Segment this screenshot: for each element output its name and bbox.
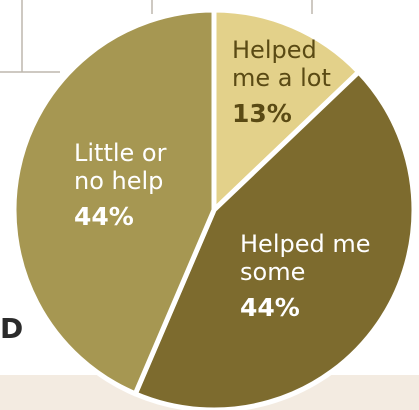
pie-slice [211,7,362,213]
slice-label: Little or [74,139,167,167]
edge-letter: D [0,312,23,345]
slice-label: Helped [232,36,317,64]
slice-value-label: 44% [74,202,134,231]
pie-chart [11,7,417,410]
slice-label: no help [74,167,163,195]
slice-value-label: 44% [240,293,300,322]
slice-label: me a lot [232,64,331,92]
background-grid [0,0,313,73]
slice-label: Helped me [240,230,371,258]
slice-label: some [240,258,305,286]
slice-value-label: 13% [232,99,292,128]
pie-slice [11,7,217,397]
